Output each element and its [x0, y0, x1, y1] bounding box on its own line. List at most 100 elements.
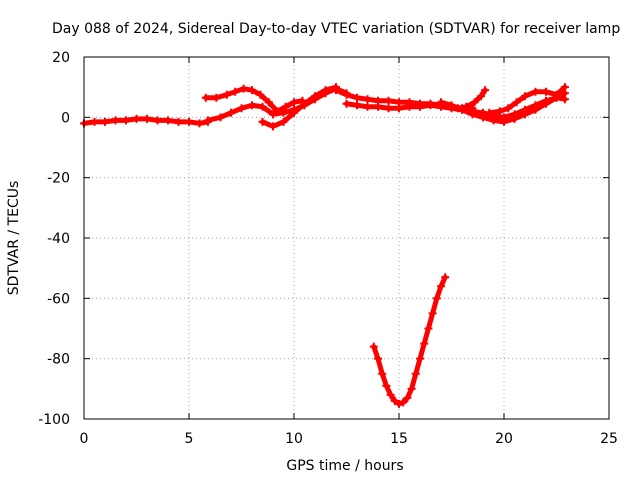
data-point: [237, 104, 246, 113]
data-point: [481, 86, 490, 95]
y-tick-label: -100: [38, 412, 70, 428]
data-point: [453, 104, 462, 113]
data-point: [122, 116, 130, 125]
data-point: [201, 93, 210, 102]
data-point: [432, 294, 441, 303]
data-point: [342, 90, 351, 99]
y-tick-label: -80: [47, 352, 70, 368]
data-point: [290, 108, 298, 117]
y-axis-label: SDTVAR / TECUs: [6, 181, 22, 296]
data-point: [374, 102, 382, 111]
data-point: [542, 87, 550, 96]
series-track-b: [201, 84, 307, 116]
data-point: [174, 117, 183, 126]
data-point: [231, 87, 240, 96]
data-point: [378, 369, 387, 378]
data-point: [222, 90, 231, 99]
data-point: [531, 87, 540, 96]
series-track-i: [485, 83, 569, 117]
data-point: [405, 102, 414, 111]
data-point: [256, 90, 265, 99]
series-track-a: [80, 114, 212, 128]
data-point: [374, 354, 382, 363]
data-point: [90, 117, 99, 126]
data-point: [311, 92, 319, 101]
series-track-d: [258, 83, 340, 131]
x-tick-label: 5: [185, 431, 194, 447]
data-point: [248, 86, 256, 95]
data-point: [462, 102, 471, 111]
data-point: [489, 116, 498, 125]
data-point: [279, 117, 288, 126]
x-tick-label: 20: [495, 431, 513, 447]
data-point: [384, 104, 393, 113]
data-point: [395, 104, 403, 113]
data-point: [342, 99, 351, 108]
data-point: [143, 114, 151, 123]
data-point: [390, 396, 399, 405]
data-point: [300, 99, 309, 108]
y-tick-label: -20: [47, 171, 70, 187]
data-point: [420, 339, 429, 348]
data-point: [437, 98, 445, 107]
data-point: [382, 381, 391, 390]
data-point: [369, 342, 378, 351]
data-point: [447, 101, 456, 110]
data-point: [468, 110, 477, 119]
data-point: [512, 98, 521, 107]
data-point: [416, 354, 424, 363]
data-point: [203, 116, 212, 125]
data-point: [216, 113, 225, 122]
data-point: [101, 117, 109, 126]
data-point: [248, 101, 256, 110]
data-point: [395, 399, 403, 408]
data-point: [521, 92, 529, 101]
data-point: [399, 398, 408, 407]
data-point: [560, 83, 569, 92]
data-point: [239, 84, 248, 93]
data-point: [363, 102, 372, 111]
data-point: [495, 107, 504, 116]
data-point: [386, 390, 395, 399]
data-point: [403, 393, 412, 402]
y-tick-label: 0: [61, 110, 70, 126]
data-point: [407, 384, 416, 393]
data-point: [363, 95, 372, 104]
data-point: [258, 117, 267, 126]
data-point: [521, 110, 529, 119]
data-point: [542, 99, 550, 108]
y-tick-label: 20: [52, 50, 70, 66]
data-point: [552, 90, 561, 99]
y-tick-label: -60: [47, 291, 70, 307]
data-point: [258, 102, 267, 111]
data-point: [164, 116, 172, 125]
data-point: [476, 92, 485, 101]
x-tick-label: 25: [600, 431, 618, 447]
data-point: [269, 110, 277, 119]
series-track-h: [453, 86, 490, 113]
data-point: [132, 114, 141, 123]
series-track-j: [369, 273, 450, 408]
data-point: [416, 102, 424, 111]
data-point: [531, 105, 540, 114]
x-tick-label: 0: [80, 431, 89, 447]
data-point: [384, 96, 393, 105]
plot-frame: [83, 56, 610, 420]
data-point: [428, 309, 437, 318]
data-point: [269, 122, 277, 131]
data-point: [153, 116, 162, 125]
chart-title: Day 088 of 2024, Sidereal Day-to-day VTE…: [52, 21, 620, 37]
x-tick-label: 15: [390, 431, 408, 447]
y-tick-label: -40: [47, 231, 70, 247]
x-axis-label: GPS time / hours: [286, 458, 403, 474]
data-point: [279, 108, 288, 117]
data-point: [290, 98, 298, 107]
data-point: [504, 104, 513, 113]
data-point: [212, 93, 221, 102]
data-point: [441, 273, 450, 282]
data-point: [227, 108, 235, 117]
data-point: [185, 117, 193, 126]
data-point: [437, 282, 445, 291]
data-point: [195, 119, 204, 128]
